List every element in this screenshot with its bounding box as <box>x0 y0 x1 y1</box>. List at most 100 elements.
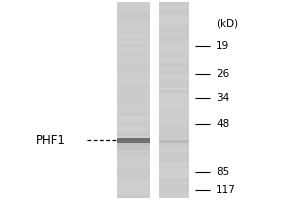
Bar <box>159 93 189 97</box>
Bar <box>159 38 189 41</box>
Bar <box>117 103 150 107</box>
Bar <box>159 107 189 110</box>
Bar <box>159 25 189 28</box>
Bar <box>117 129 150 133</box>
Bar <box>117 169 150 172</box>
Bar <box>117 178 150 182</box>
Bar <box>117 195 150 198</box>
Text: 117: 117 <box>216 185 236 195</box>
Bar <box>117 48 150 51</box>
Bar <box>117 35 150 38</box>
Bar <box>159 58 189 61</box>
Bar <box>159 103 189 107</box>
Bar <box>117 2 150 5</box>
Bar <box>117 107 150 110</box>
Bar <box>159 48 189 51</box>
Bar <box>159 9 189 12</box>
Bar <box>159 2 189 5</box>
Bar <box>117 120 150 123</box>
Bar <box>117 182 150 185</box>
Bar <box>117 71 150 74</box>
Bar <box>117 159 150 162</box>
Bar <box>159 74 189 77</box>
Bar <box>159 133 189 136</box>
Bar <box>159 116 189 120</box>
Bar <box>159 54 189 58</box>
Text: 34: 34 <box>216 93 229 103</box>
Bar <box>159 2 189 198</box>
Bar <box>117 142 150 150</box>
Bar <box>159 139 189 142</box>
Bar <box>159 182 189 185</box>
Bar <box>117 2 150 198</box>
Bar <box>159 41 189 44</box>
Bar <box>117 28 150 31</box>
Bar <box>117 138 150 142</box>
Bar <box>117 175 150 178</box>
Bar <box>159 35 189 38</box>
Bar <box>117 25 150 28</box>
Bar <box>159 195 189 198</box>
Bar <box>117 15 150 18</box>
Bar <box>117 54 150 58</box>
Bar <box>159 28 189 31</box>
Bar <box>159 5 189 9</box>
Bar <box>159 172 189 175</box>
Bar <box>117 44 150 48</box>
Bar <box>117 139 150 142</box>
Bar <box>159 146 189 149</box>
Bar <box>117 162 150 165</box>
Bar <box>117 22 150 25</box>
Bar <box>117 64 150 67</box>
Bar <box>117 38 150 41</box>
Bar <box>159 185 189 188</box>
Bar <box>159 71 189 74</box>
Bar <box>159 80 189 84</box>
Bar <box>159 87 189 90</box>
Bar <box>159 178 189 182</box>
Bar <box>159 67 189 71</box>
Text: 26: 26 <box>216 69 229 79</box>
Bar <box>117 136 150 139</box>
Bar <box>159 22 189 25</box>
Bar <box>159 188 189 191</box>
Bar <box>117 156 150 159</box>
Bar <box>159 142 189 146</box>
Bar <box>117 58 150 61</box>
Bar <box>159 110 189 113</box>
Bar <box>159 140 189 142</box>
Bar <box>117 41 150 44</box>
Bar <box>117 67 150 71</box>
Bar <box>159 18 189 22</box>
Bar <box>117 146 150 149</box>
Bar <box>159 64 189 67</box>
Bar <box>159 159 189 162</box>
Bar <box>159 169 189 172</box>
Bar <box>117 113 150 116</box>
Text: 85: 85 <box>216 167 229 177</box>
Bar <box>159 31 189 35</box>
Bar <box>117 84 150 87</box>
Bar <box>159 126 189 129</box>
Bar <box>159 136 189 139</box>
Bar <box>159 191 189 195</box>
Bar <box>159 120 189 123</box>
Text: (kD): (kD) <box>216 19 238 29</box>
Bar <box>159 156 189 159</box>
Bar <box>159 97 189 100</box>
Bar <box>159 175 189 178</box>
Bar <box>159 61 189 64</box>
Bar <box>117 110 150 113</box>
Bar <box>159 12 189 15</box>
Bar <box>117 142 150 146</box>
Bar <box>117 80 150 84</box>
Bar <box>159 165 189 169</box>
Bar <box>117 188 150 191</box>
Bar <box>159 100 189 103</box>
Bar <box>159 149 189 152</box>
Bar <box>159 15 189 18</box>
Bar <box>159 162 189 165</box>
Bar <box>117 97 150 100</box>
Bar <box>159 84 189 87</box>
Text: 19: 19 <box>216 41 229 51</box>
